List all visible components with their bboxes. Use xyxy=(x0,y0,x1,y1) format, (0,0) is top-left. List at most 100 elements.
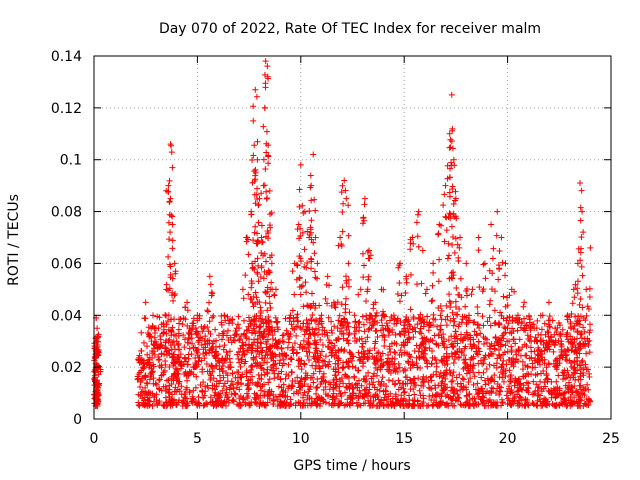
data-point xyxy=(342,187,349,194)
data-point xyxy=(253,93,260,100)
data-point xyxy=(316,302,323,309)
data-point xyxy=(583,396,590,403)
data-point xyxy=(381,333,388,340)
data-point xyxy=(400,328,407,335)
data-point xyxy=(498,234,505,241)
data-point xyxy=(350,390,357,397)
data-point xyxy=(360,321,367,328)
data-point xyxy=(426,393,433,400)
data-point xyxy=(263,149,270,156)
data-point xyxy=(499,399,506,406)
data-point xyxy=(582,401,589,407)
data-point xyxy=(230,381,237,388)
data-point xyxy=(150,312,157,319)
data-point xyxy=(290,346,297,353)
data-point xyxy=(258,387,265,394)
data-point xyxy=(564,402,571,409)
data-point xyxy=(260,156,267,163)
data-point xyxy=(236,359,243,366)
data-point xyxy=(435,304,442,311)
data-point xyxy=(303,264,310,271)
data-point xyxy=(448,91,455,98)
data-point xyxy=(552,357,559,364)
data-point xyxy=(284,393,291,400)
data-point xyxy=(175,371,182,378)
data-point xyxy=(483,365,490,372)
data-point xyxy=(297,291,304,298)
data-point xyxy=(319,374,326,380)
data-point xyxy=(237,363,244,370)
data-point xyxy=(340,335,347,342)
data-point xyxy=(308,256,315,263)
data-point xyxy=(446,298,453,305)
data-point xyxy=(202,388,209,395)
data-point xyxy=(459,337,466,344)
data-point xyxy=(261,104,268,111)
data-point xyxy=(293,332,300,339)
data-point xyxy=(245,291,252,298)
data-point xyxy=(235,355,242,362)
data-point xyxy=(330,402,337,409)
data-point xyxy=(231,332,238,339)
data-point xyxy=(308,217,315,224)
data-point xyxy=(286,318,293,325)
data-point xyxy=(393,320,400,327)
data-point xyxy=(508,389,515,396)
data-point xyxy=(284,330,291,337)
data-point xyxy=(331,342,338,349)
data-point xyxy=(447,300,454,307)
data-point xyxy=(218,336,225,343)
data-point xyxy=(151,394,158,401)
data-point xyxy=(234,401,241,408)
data-point xyxy=(371,317,378,324)
data-point xyxy=(341,389,348,396)
data-point xyxy=(252,317,259,324)
data-point xyxy=(442,375,449,382)
data-point xyxy=(212,326,219,333)
data-point xyxy=(391,381,398,388)
data-point xyxy=(532,355,539,362)
data-point xyxy=(179,321,186,328)
data-point xyxy=(420,392,427,399)
data-point xyxy=(356,318,363,325)
data-point xyxy=(445,337,452,344)
data-point xyxy=(342,371,349,378)
data-point xyxy=(300,400,307,407)
data-point xyxy=(255,201,262,208)
data-point xyxy=(400,322,407,329)
data-point xyxy=(311,318,318,325)
data-point xyxy=(445,214,452,221)
data-point xyxy=(410,240,417,247)
data-point xyxy=(430,311,437,318)
data-point xyxy=(396,364,403,371)
data-point xyxy=(329,330,336,337)
data-point xyxy=(400,385,407,392)
data-point xyxy=(586,329,593,336)
data-point xyxy=(295,221,302,228)
data-point xyxy=(510,400,517,407)
data-point xyxy=(195,339,202,346)
data-point xyxy=(359,220,366,227)
data-point xyxy=(389,355,396,362)
data-point xyxy=(407,306,414,313)
data-point xyxy=(300,360,307,367)
data-point xyxy=(142,384,149,391)
data-point xyxy=(220,374,227,381)
data-point xyxy=(373,309,380,316)
data-point xyxy=(340,380,347,387)
data-point xyxy=(558,346,565,353)
data-point xyxy=(95,392,102,399)
data-point xyxy=(450,156,457,163)
data-point xyxy=(521,299,528,306)
data-point xyxy=(246,336,253,343)
data-point xyxy=(269,367,276,374)
data-point xyxy=(349,353,356,360)
data-point xyxy=(576,350,583,357)
data-point xyxy=(452,235,459,242)
data-point xyxy=(337,234,344,241)
data-point xyxy=(560,395,567,402)
data-point xyxy=(563,351,570,358)
data-point xyxy=(372,361,379,368)
data-point xyxy=(240,331,247,338)
data-point xyxy=(199,328,206,335)
